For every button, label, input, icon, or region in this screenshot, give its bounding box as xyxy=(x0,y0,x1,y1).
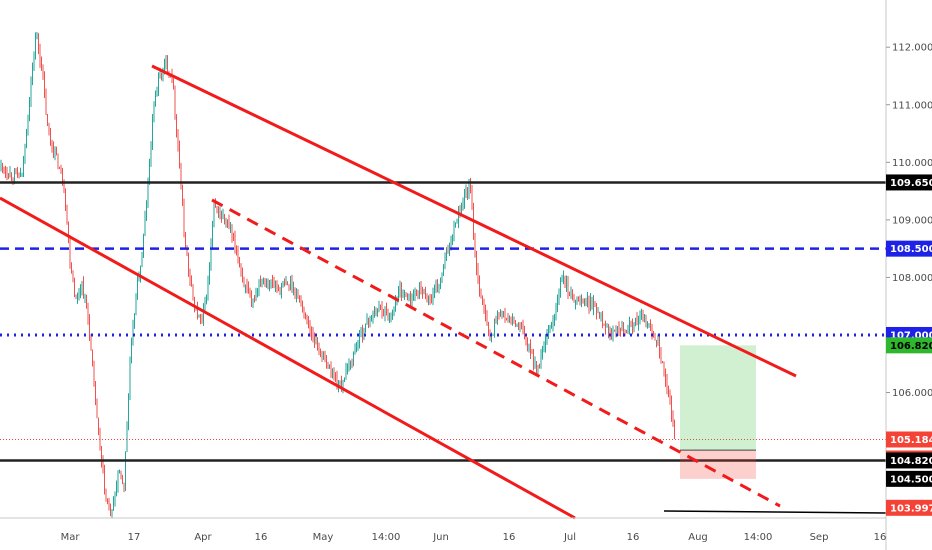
price-tick-label-0: 112.000 xyxy=(892,43,932,54)
time-tick-label-3: 16 xyxy=(255,532,268,543)
time-tick-label-0: Mar xyxy=(61,532,81,543)
price-tick-label-5: 106.000 xyxy=(892,388,932,399)
price-tick-label-2: 110.000 xyxy=(892,158,932,169)
price-tick-label-4: 108.000 xyxy=(892,273,932,284)
price-badge-8 xyxy=(886,499,932,516)
price-badge-label-1: 108.500 xyxy=(890,244,932,255)
position-stop-zone xyxy=(680,450,756,479)
time-tick-label-2: Apr xyxy=(194,532,212,543)
channel-lower-line xyxy=(0,196,576,520)
time-axis: Mar 17 Apr 16 May 14:00 Jun 16 Jul 16 Aug 14:00 Sep 1… xyxy=(0,517,887,543)
price-badge-1 xyxy=(886,240,932,257)
time-tick-label-5: 14:00 xyxy=(372,532,401,543)
time-tick-label-11: 14:00 xyxy=(744,532,773,543)
price-badge-label-3: 106.820 xyxy=(890,341,932,352)
time-tick-label-10: Aug xyxy=(688,532,708,543)
time-tick-label-4: May xyxy=(313,532,334,543)
price-tick-label-3: 109.000 xyxy=(892,215,932,226)
time-tick-label-12: Sep xyxy=(810,532,829,543)
price-badge-4 xyxy=(886,431,932,448)
horizontal-ray-line xyxy=(663,510,887,514)
time-tick-label-6: Jun xyxy=(432,532,449,543)
candlestick-series xyxy=(0,32,675,519)
price-badge-label-8: 103.997 xyxy=(890,503,932,514)
price-badge-label-6: 104.820 xyxy=(890,456,932,467)
price-badge-label-0: 109.650 xyxy=(890,178,932,189)
drawing-overlays xyxy=(0,64,887,520)
channel-midline-dashed xyxy=(211,198,781,508)
price-axis: 112.000 111.000 110.000 109.000 108.000 106.0… xyxy=(885,0,932,550)
price-badge-7 xyxy=(886,470,932,487)
channel-upper-line xyxy=(151,64,797,378)
price-badge-3 xyxy=(886,337,932,354)
price-badge-label-2: 107.000 xyxy=(890,330,932,341)
time-tick-label-9: 16 xyxy=(627,532,640,543)
price-badge-label-7: 104.500 xyxy=(890,474,932,485)
price-badge-label-4: 105.184 xyxy=(890,435,932,446)
time-tick-label-13: 16 xyxy=(874,532,887,543)
time-tick-label-7: 16 xyxy=(503,532,516,543)
price-badge-0 xyxy=(886,174,932,191)
price-tick-label-1: 111.000 xyxy=(892,100,932,111)
position-target-zone xyxy=(680,345,756,451)
time-tick-label-1: 17 xyxy=(128,532,141,543)
time-tick-label-8: Jul xyxy=(563,532,576,543)
price-badge-6 xyxy=(886,452,932,469)
